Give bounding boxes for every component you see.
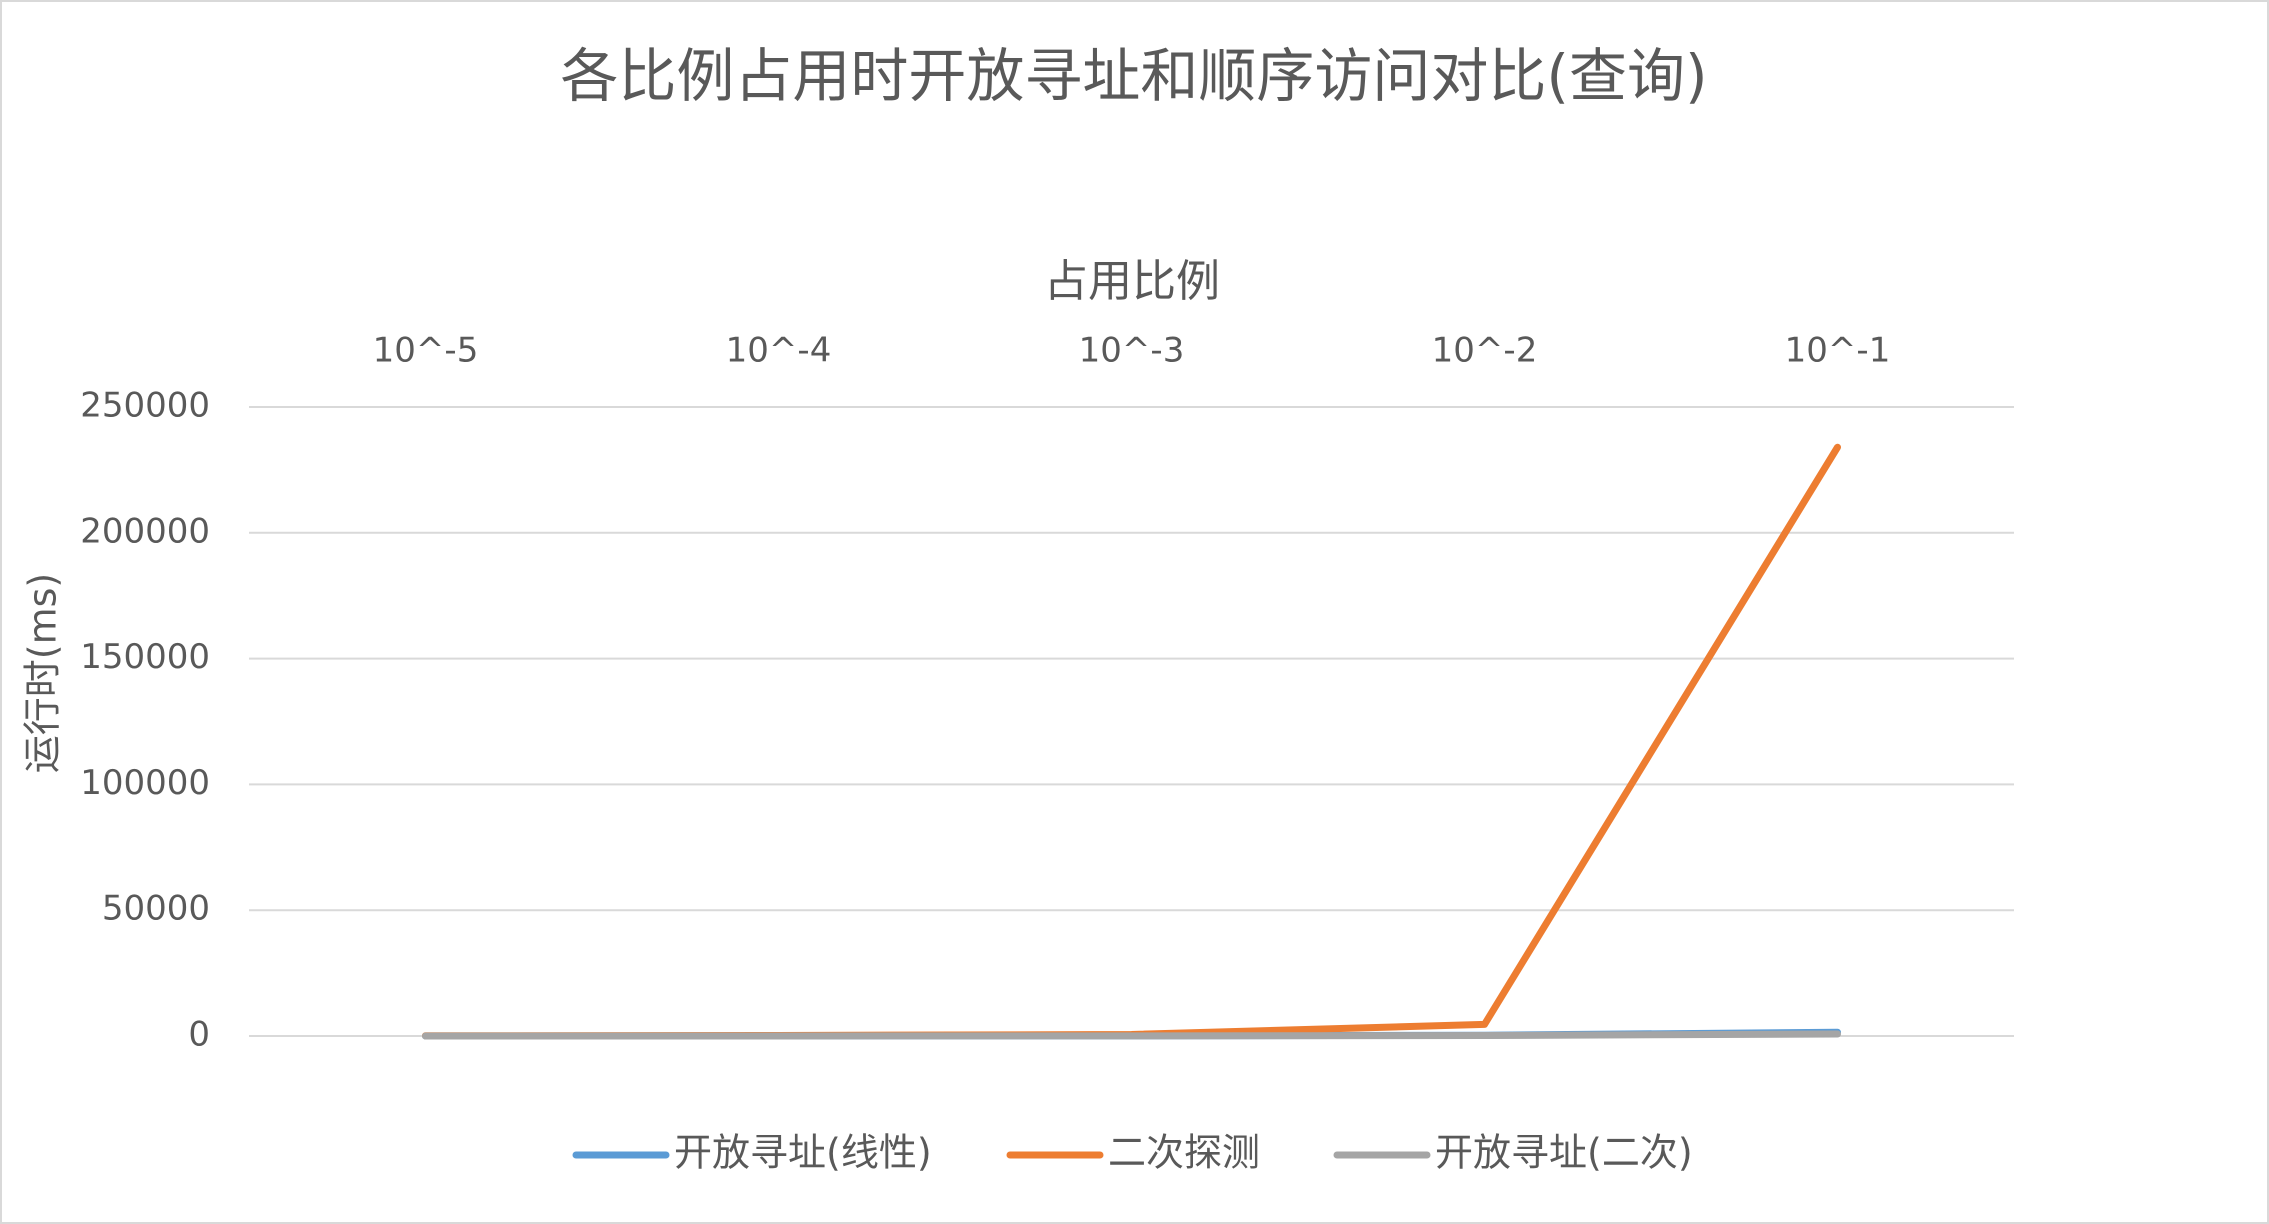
y-tick-label: 0	[188, 1015, 210, 1055]
legend-label: 开放寻址(线性)	[674, 1131, 932, 1175]
legend-label: 开放寻址(二次)	[1435, 1131, 1693, 1175]
y-tick-label: 100000	[80, 763, 210, 803]
y-tick-label: 250000	[80, 386, 210, 426]
x-axis-title: 占用比例	[1044, 256, 1220, 307]
x-tick-label: 10^-3	[1079, 331, 1185, 371]
x-tick-label: 10^-5	[373, 331, 479, 371]
series-line	[422, 1030, 1841, 1040]
legend-label: 二次探测	[1108, 1131, 1260, 1175]
y-tick-label: 200000	[80, 511, 210, 551]
y-axis-title: 运行时(ms)	[21, 573, 65, 773]
x-tick-label: 10^-4	[726, 331, 832, 371]
x-tick-label: 10^-1	[1785, 331, 1891, 371]
x-tick-label: 10^-2	[1432, 331, 1538, 371]
y-tick-label: 50000	[102, 889, 210, 929]
y-tick-label: 150000	[80, 637, 210, 677]
chart-title: 各比例占用时开放寻址和顺序访问对比(查询)	[560, 42, 1707, 110]
